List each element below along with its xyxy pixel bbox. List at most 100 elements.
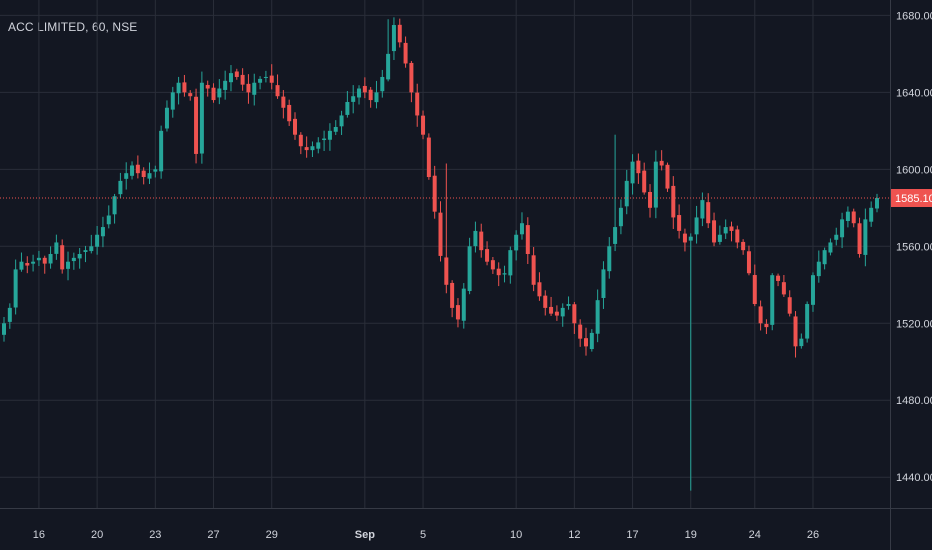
candle-body (100, 227, 105, 237)
last-price-tag: 1585.10 (891, 189, 932, 208)
candle-body (316, 142, 321, 149)
candle-body (519, 223, 524, 235)
candle-body (630, 161, 635, 184)
candle-body (537, 282, 542, 297)
x-tick-label: 24 (749, 529, 761, 541)
candle-body (450, 282, 455, 308)
candle-body (525, 225, 530, 254)
candle-body (642, 170, 647, 193)
candle-body (549, 306, 554, 314)
candle-body (421, 115, 426, 135)
x-tick-label: 20 (91, 529, 103, 541)
candle-body (584, 338, 588, 347)
candle-body (124, 173, 129, 179)
x-tick-label: 10 (510, 529, 522, 541)
candle-body (25, 263, 30, 266)
candle-body (455, 305, 460, 320)
candle-body (857, 223, 862, 254)
candle-body (304, 147, 309, 151)
candle-body (258, 78, 263, 83)
candle-body (240, 74, 245, 85)
candle-body (490, 260, 495, 270)
candle-body (869, 207, 874, 222)
candle-body (298, 134, 303, 147)
candle-body (199, 82, 204, 154)
candle-body (327, 130, 332, 140)
candle-body (118, 180, 123, 195)
y-tick-label: 1440.00 (896, 472, 932, 484)
candle-body (397, 24, 402, 43)
candle-body (677, 215, 682, 231)
x-tick-label: 16 (33, 529, 45, 541)
candle-body (851, 211, 856, 224)
x-tick-label: 23 (149, 529, 161, 541)
symbol-separator: , (85, 20, 92, 34)
candle-body (223, 80, 228, 90)
candle-body (287, 104, 292, 122)
candle-body (502, 273, 507, 275)
candle-body (211, 87, 216, 101)
candle-body (682, 233, 687, 243)
candle-body (188, 93, 193, 97)
candle-body (845, 211, 850, 222)
y-tick-label: 1640.00 (896, 87, 932, 99)
candle-body (770, 275, 775, 325)
candle-body (485, 249, 490, 262)
candlestick-series (2, 17, 879, 491)
candle-body (479, 231, 484, 251)
y-axis[interactable]: 1440.00 1480.00 1520.00 1560.00 1600.00 1640.… (896, 10, 932, 484)
y-tick-label: 1480.00 (896, 395, 932, 407)
candle-body (42, 257, 47, 264)
candle-body (531, 255, 536, 285)
candle-body (624, 180, 629, 207)
candle-body (275, 85, 280, 97)
candle-body (357, 88, 362, 98)
symbol-legend[interactable]: ACC LIMITED, 60, NSE (8, 20, 137, 34)
candle-body (694, 217, 699, 235)
candle-body (432, 175, 437, 212)
candle-body (595, 300, 600, 334)
candle-body (554, 311, 559, 316)
candle-body (333, 127, 338, 132)
candle-body (106, 215, 111, 225)
candle-body (560, 307, 565, 317)
candle-body (19, 261, 24, 270)
symbol-separator: , (105, 20, 113, 34)
x-axis[interactable]: 16 20 23 27 29 Sep 5 10 12 17 19 24 26 (33, 529, 819, 541)
candle-body (217, 88, 222, 98)
candle-body (496, 268, 501, 276)
candle-body (875, 198, 879, 209)
candle-body (607, 246, 612, 272)
candle-body (60, 245, 65, 270)
candle-body (578, 324, 583, 339)
x-tick-label: 12 (568, 529, 580, 541)
candle-body (834, 234, 839, 240)
candle-body (386, 53, 391, 80)
x-tick-label: 26 (807, 529, 819, 541)
candle-body (828, 242, 833, 253)
candle-body (153, 169, 158, 172)
candle-body (741, 241, 746, 251)
candle-body (426, 137, 431, 178)
candle-body (141, 170, 146, 178)
candle-body (758, 306, 763, 324)
candle-body (840, 219, 845, 238)
candle-body (810, 275, 815, 305)
x-tick-label: 17 (626, 529, 638, 541)
candle-body (194, 96, 199, 154)
candle-body (322, 138, 327, 141)
candle-body (572, 304, 577, 324)
candle-body (66, 261, 71, 269)
candle-body (601, 269, 606, 298)
candle-body (543, 295, 548, 308)
candle-body (793, 316, 798, 347)
candle-body (293, 118, 297, 135)
candle-body (13, 269, 18, 308)
candle-body (799, 338, 804, 347)
candle-body (351, 96, 356, 102)
grid (0, 0, 890, 508)
x-tick-label: 19 (685, 529, 697, 541)
candle-body (147, 173, 152, 179)
candle-body (659, 160, 664, 166)
